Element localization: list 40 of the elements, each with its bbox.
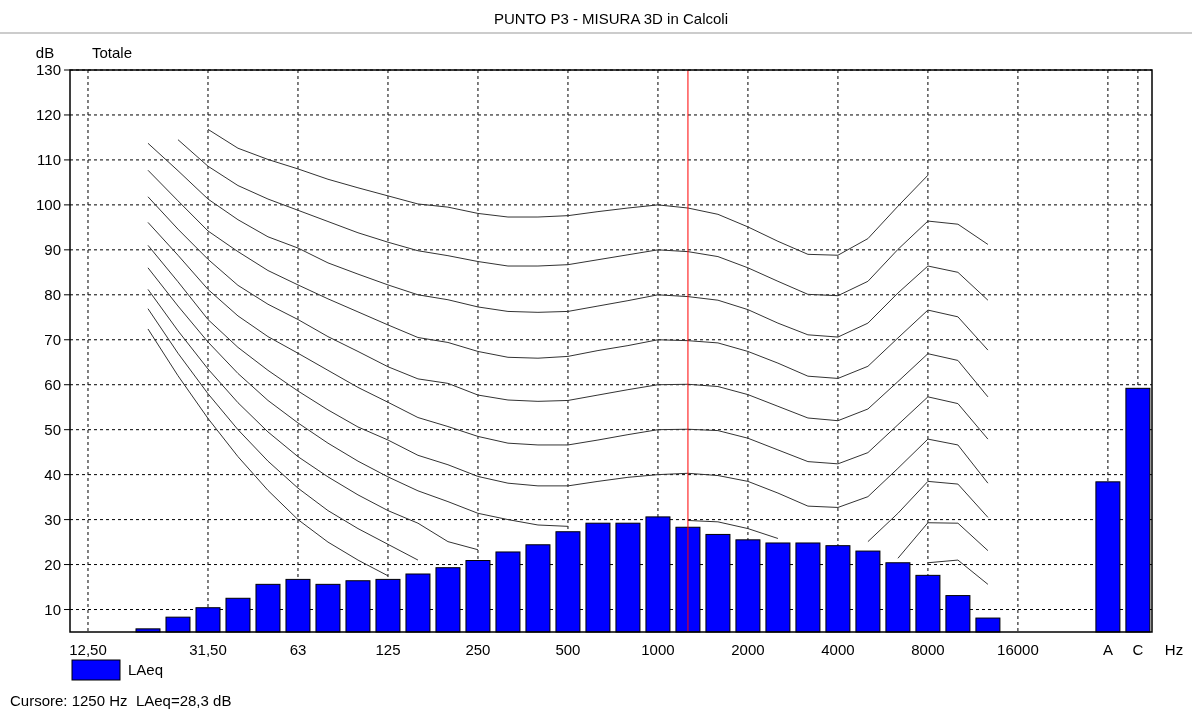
x-axis-title: Hz [1164,641,1184,658]
line-series [147,142,989,338]
y-tick-label: 90 [44,241,61,259]
x-tick-label: 125 [375,641,401,658]
line-series [147,169,989,379]
line-series [147,244,989,508]
y-tick-label: 40 [44,465,61,483]
chart-title: PUNTO P3 - MISURA 3D in Calcoli [494,10,728,27]
y-tick-label: 60 [44,375,61,393]
x-tick-label: 8000 [911,641,945,658]
legend-label: LAeq [128,661,164,678]
line-series [147,328,389,577]
line-series [147,196,989,422]
x-tick-label: 12,50 [69,641,107,658]
x-tick-label: 500 [555,641,581,658]
x-tick-label: 16000 [997,641,1039,658]
x-tick-label: A [1102,641,1113,658]
x-tick-label: 4000 [821,641,855,658]
x-tick-label: 31,50 [189,641,227,658]
y-tick-label: 110 [37,151,61,169]
x-tick-label: 250 [465,641,491,658]
y-tick-label: 50 [44,420,61,438]
x-tick-label: 1000 [641,641,675,658]
y-tick-label: 130 [35,61,61,79]
y-tick-label: 120 [35,106,61,124]
y-tick-label: 80 [44,286,61,304]
y-tick-label: 30 [44,510,61,528]
line-series [147,221,989,465]
x-tick-label: 63 [289,641,307,658]
line-series [177,139,989,297]
y-tick-label: 20 [44,555,61,573]
x-tick-label: C [1132,641,1144,658]
y-tick-label: 70 [44,331,61,349]
x-tick-label: 2000 [731,641,765,658]
chart-subtitle: Totale [92,44,133,61]
y-tick-label: 100 [35,196,61,214]
y-axis-title: dB [35,44,55,61]
y-tick-label: 10 [44,600,61,618]
line-series [207,128,929,256]
text: Cursore: 1250 Hz LAeq=28,3 dB [10,692,232,709]
